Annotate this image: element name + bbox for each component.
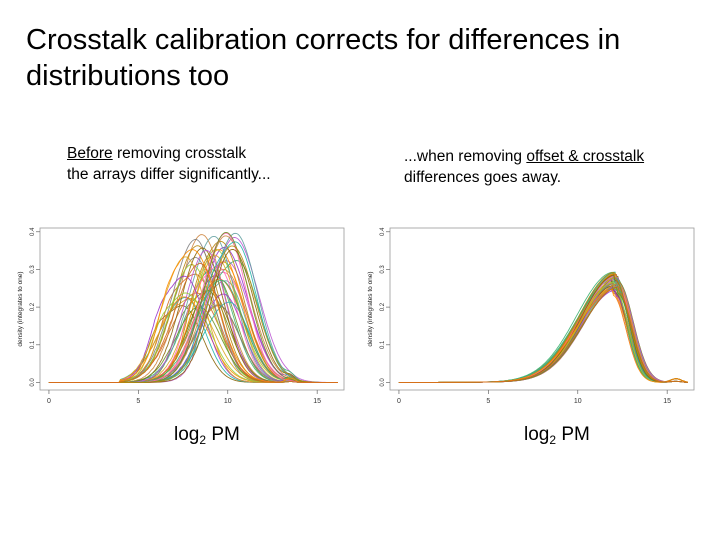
density-curve bbox=[398, 286, 688, 383]
caption-before-underlined: Before bbox=[67, 145, 113, 162]
caption-before: Before removing crosstalk the arrays dif… bbox=[67, 143, 367, 185]
slide-title: Crosstalk calibration corrects for diffe… bbox=[26, 24, 621, 92]
caption-after: ...when removing offset & crosstalk diff… bbox=[404, 146, 704, 188]
caption-after-prefix: ...when removing bbox=[404, 148, 527, 165]
y-tick-label: 0.2 bbox=[380, 302, 386, 311]
density-chart-after: 0.0 0.1 0.2 0.3 0.4 0 5 10 15 density (integrates… bbox=[367, 227, 695, 405]
y-tick-label: 0.4 bbox=[30, 227, 36, 236]
y-tick-label: 0.0 bbox=[380, 378, 386, 387]
y-tick-label: 0.3 bbox=[380, 265, 386, 274]
x-tick-label: 5 bbox=[486, 398, 490, 405]
density-chart-before: 0.0 0.1 0.2 0.3 0.4 0 5 10 15 density (integrates… bbox=[17, 227, 345, 405]
plot-frame bbox=[39, 227, 345, 391]
x-tick-label: 10 bbox=[224, 398, 232, 405]
x-axis-label-after: log2 PM bbox=[524, 424, 590, 447]
caption-after-underlined: offset & crosstalk bbox=[526, 148, 645, 165]
y-tick-label: 0.3 bbox=[30, 265, 36, 274]
caption-before-line1: removing crosstalk bbox=[112, 145, 247, 162]
caption-before-line2: the arrays differ significantly... bbox=[67, 166, 271, 183]
x-tick-label: 0 bbox=[47, 398, 51, 405]
x-tick-label: 5 bbox=[136, 398, 140, 405]
x-tick-label: 10 bbox=[574, 398, 582, 405]
x-tick-label: 15 bbox=[663, 398, 671, 405]
x-tick-label: 15 bbox=[313, 398, 321, 405]
y-tick-label: 0.2 bbox=[30, 302, 36, 311]
density-curve bbox=[48, 234, 338, 383]
y-axis-label: density (integrates to one) bbox=[367, 271, 374, 346]
y-tick-label: 0.4 bbox=[380, 227, 386, 236]
y-tick-label: 0.1 bbox=[30, 340, 36, 349]
y-axis-label: density (integrates to one) bbox=[17, 271, 24, 346]
density-curve bbox=[48, 298, 338, 383]
y-tick-label: 0.1 bbox=[380, 340, 386, 349]
y-tick-label: 0.0 bbox=[30, 378, 36, 387]
x-tick-label: 0 bbox=[397, 398, 401, 405]
plot-frame bbox=[389, 227, 695, 391]
caption-after-line2: differences goes away. bbox=[404, 169, 562, 186]
density-curve bbox=[48, 240, 338, 383]
x-axis-label-before: log2 PM bbox=[174, 424, 240, 447]
density-curve bbox=[48, 239, 338, 383]
density-curve bbox=[48, 263, 338, 383]
density-curve bbox=[48, 241, 338, 383]
density-curve bbox=[48, 306, 338, 383]
